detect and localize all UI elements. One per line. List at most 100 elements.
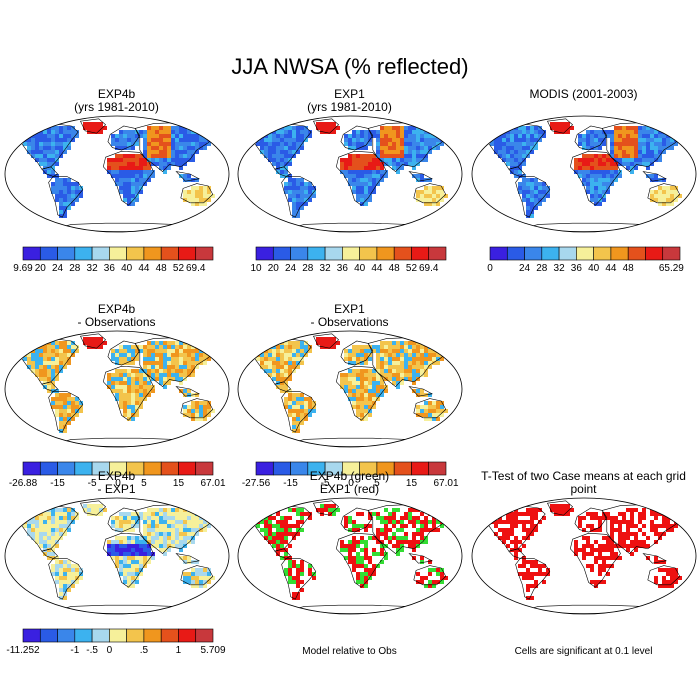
map-cell	[288, 393, 292, 397]
map-cell	[111, 385, 115, 389]
map-cell	[63, 584, 67, 588]
map-cell	[187, 130, 191, 134]
map-cell	[420, 134, 424, 138]
map-cell	[526, 560, 530, 564]
map-cell	[678, 138, 682, 142]
map-cell	[424, 134, 428, 138]
map-cell	[364, 552, 368, 556]
map-cell	[135, 580, 139, 584]
map-cell	[432, 413, 436, 417]
map-cell	[155, 361, 159, 365]
map-cell	[368, 536, 372, 540]
map-cell	[163, 357, 167, 361]
map-cell	[380, 134, 384, 138]
map-cell	[642, 150, 646, 154]
map-cell	[199, 417, 203, 421]
map-cell	[518, 134, 522, 138]
map-cell	[155, 146, 159, 150]
map-cell	[147, 540, 151, 544]
map-cell	[490, 142, 494, 146]
map-cell	[606, 186, 610, 190]
map-cell	[364, 568, 368, 572]
map-cell	[436, 401, 440, 405]
map-cell	[99, 337, 103, 341]
map-cell	[606, 134, 610, 138]
coastline-africa	[569, 150, 621, 206]
map-cell	[131, 548, 135, 552]
map-cell	[195, 572, 199, 576]
map-cell	[586, 190, 590, 194]
map-cell	[51, 385, 55, 389]
map-cell	[424, 365, 428, 369]
map-cell	[75, 568, 79, 572]
map-cell	[300, 186, 304, 190]
map-cell	[400, 357, 404, 361]
map-cell	[67, 560, 71, 564]
map-cell	[364, 194, 368, 198]
map-cell	[542, 516, 546, 520]
map-cell	[268, 516, 272, 520]
map-cell	[630, 532, 634, 536]
map-cell	[380, 361, 384, 365]
map-cell	[151, 361, 155, 365]
map-cell	[179, 134, 183, 138]
map-cell	[626, 162, 630, 166]
map-cell	[23, 524, 27, 528]
map-cell	[75, 349, 79, 353]
map-cell	[111, 548, 115, 552]
map-cell	[626, 520, 630, 524]
map-cell	[602, 190, 606, 194]
map-cell	[622, 142, 626, 146]
map-cell	[187, 560, 191, 564]
coastline-australia	[647, 183, 681, 204]
map-cell	[135, 373, 139, 377]
map-cell	[143, 381, 147, 385]
map-cell	[320, 122, 324, 126]
map-cell	[39, 150, 43, 154]
map-cell	[171, 345, 175, 349]
map-cell	[288, 130, 292, 134]
map-cell	[380, 162, 384, 166]
map-cell	[376, 170, 380, 174]
map-cell	[522, 150, 526, 154]
map-cell	[368, 413, 372, 417]
map-cell	[127, 138, 131, 142]
map-cell	[502, 508, 506, 512]
map-cell	[514, 162, 518, 166]
map-cell	[420, 536, 424, 540]
map-cell	[119, 369, 123, 373]
map-cell	[570, 126, 574, 130]
map-cell	[127, 134, 131, 138]
map-cell	[175, 138, 179, 142]
map-cell	[280, 154, 284, 158]
map-cell	[67, 178, 71, 182]
map-cell	[602, 544, 606, 548]
map-cell	[131, 369, 135, 373]
map-cell	[59, 425, 63, 429]
map-cell	[646, 544, 650, 548]
map-cell	[518, 512, 522, 516]
map-cell	[614, 516, 618, 520]
map-cell	[420, 409, 424, 413]
map-cell	[127, 520, 131, 524]
map-cell	[416, 142, 420, 146]
map-cell	[127, 385, 131, 389]
map-cell	[284, 568, 288, 572]
map-cell	[139, 548, 143, 552]
map-cell	[43, 377, 47, 381]
map-cell	[360, 182, 364, 186]
map-cell	[284, 540, 288, 544]
map-cell	[602, 162, 606, 166]
map-cell	[99, 345, 103, 349]
map-cell	[292, 126, 296, 130]
map-cell	[626, 524, 630, 528]
map-cell	[199, 138, 203, 142]
map-cell	[59, 560, 63, 564]
map-cell	[119, 345, 123, 349]
map-cell	[147, 556, 151, 560]
map-cell	[598, 544, 602, 548]
map-cell	[264, 532, 268, 536]
map-cell	[163, 524, 167, 528]
map-cell	[272, 544, 276, 548]
map-cell	[622, 532, 626, 536]
